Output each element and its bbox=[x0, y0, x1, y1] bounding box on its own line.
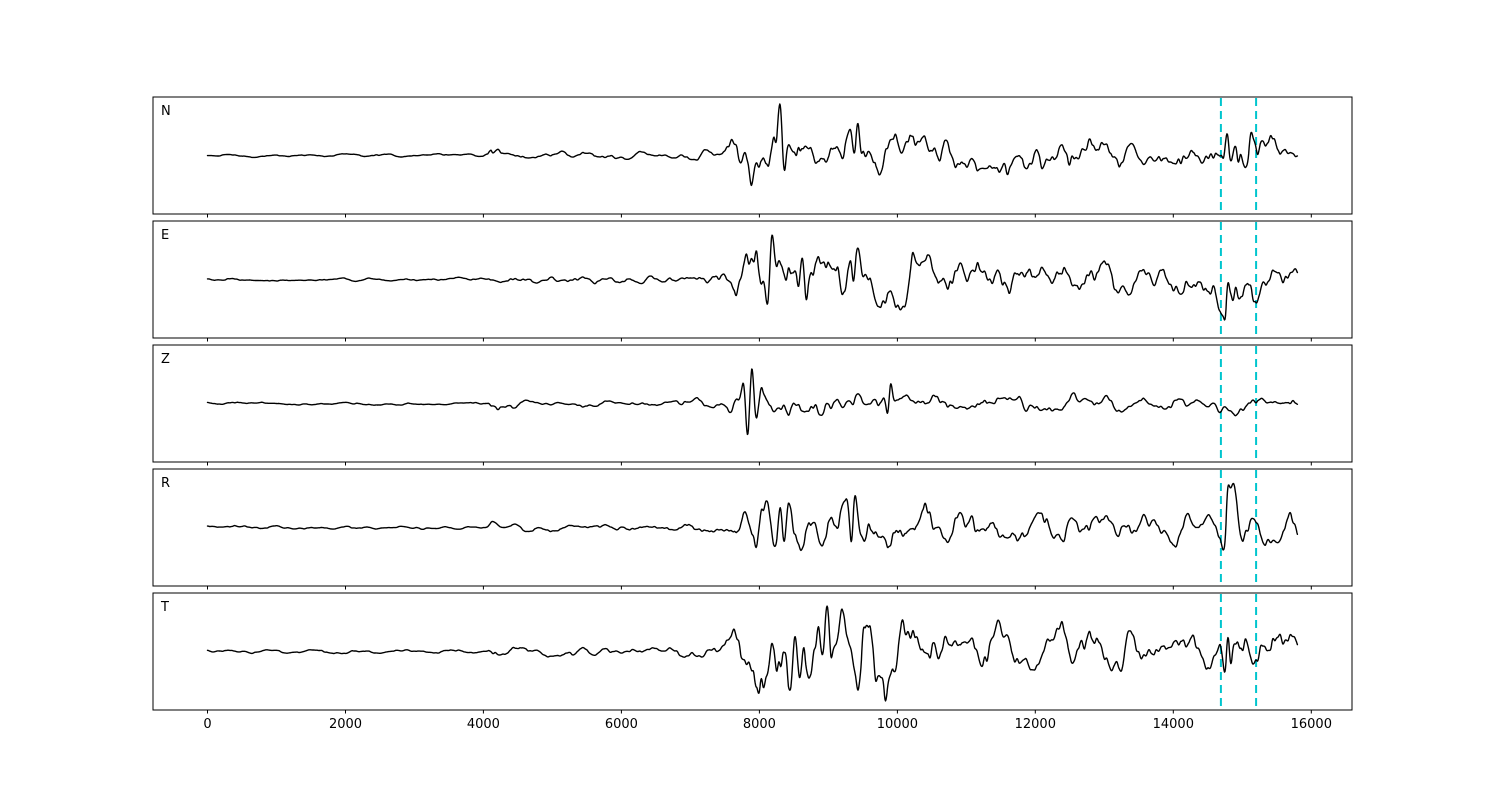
x-axis-tick-label: 8000 bbox=[743, 717, 776, 732]
panel-T: T 0 2000 4000 6000 8000 10000 12000 14000 16000 bbox=[152, 592, 1353, 732]
x-axis-tick-label: 12000 bbox=[1015, 717, 1056, 732]
panel-frame bbox=[152, 592, 1353, 711]
panel-R: R bbox=[152, 468, 1353, 590]
x-axis-tick-label: 4000 bbox=[467, 717, 500, 732]
x-axis-tick-label: 0 bbox=[203, 717, 211, 732]
waveform-trace-T bbox=[206, 605, 1299, 702]
channel-label: N bbox=[161, 104, 171, 119]
channel-label: Z bbox=[161, 352, 170, 367]
x-axis-tick-label: 14000 bbox=[1153, 717, 1194, 732]
waveform-trace-R bbox=[206, 482, 1299, 552]
panel-E: E bbox=[152, 220, 1353, 342]
panel-N: N bbox=[152, 96, 1353, 218]
channel-label: T bbox=[160, 600, 169, 615]
panel-frame bbox=[152, 220, 1353, 339]
x-axis-tick-label: 2000 bbox=[329, 717, 362, 732]
x-axis-tick-label: 6000 bbox=[605, 717, 638, 732]
channel-label: E bbox=[161, 228, 169, 243]
waveform-trace-N bbox=[206, 103, 1299, 187]
panel-frame bbox=[152, 468, 1353, 587]
panel-frame bbox=[152, 96, 1353, 215]
x-axis-tick-label: 16000 bbox=[1291, 717, 1332, 732]
waveform-trace-E bbox=[206, 234, 1299, 321]
x-axis-tick-label: 10000 bbox=[877, 717, 918, 732]
waveform-trace-Z bbox=[206, 368, 1299, 436]
panel-Z: Z bbox=[152, 344, 1353, 466]
channel-label: R bbox=[161, 476, 170, 491]
panel-frame bbox=[152, 344, 1353, 463]
